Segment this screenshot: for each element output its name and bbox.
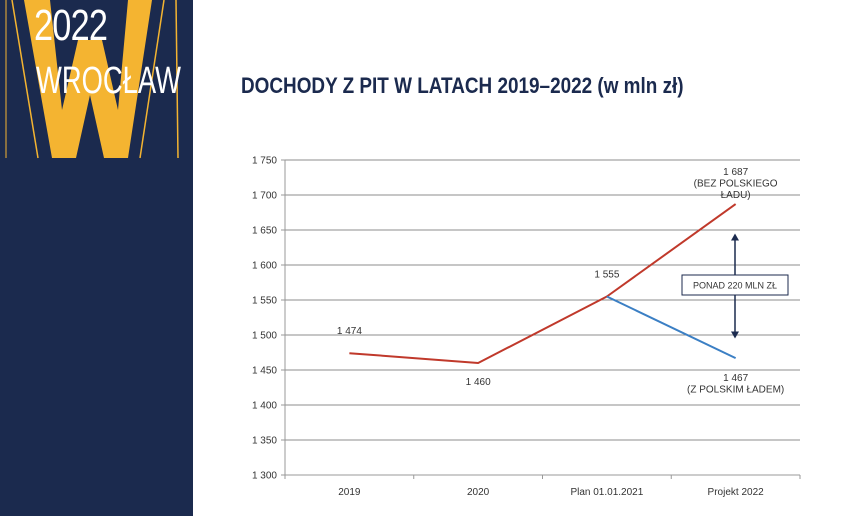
x-tick-label: Plan 01.01.2021 — [570, 487, 643, 498]
y-tick-label: 1 600 — [252, 261, 277, 272]
y-tick-label: 1 300 — [252, 471, 277, 482]
data-label: 1 555 — [594, 270, 619, 281]
logo-mark-letter — [24, 0, 152, 158]
logo-stroke-line — [11, 0, 39, 159]
data-label: 1 687 (BEZ POLSKIEGO ŁADU) — [694, 167, 778, 201]
y-tick-label: 1 450 — [252, 366, 277, 377]
y-tick-label: 1 400 — [252, 401, 277, 412]
x-tick-label: 2020 — [467, 487, 490, 498]
annotation-label: PONAD 220 MLN ZŁ — [693, 281, 777, 291]
slide-title: DOCHODY Z PIT W LATACH 2019–2022 (w mln … — [241, 73, 684, 98]
logo-stroke-line — [175, 0, 179, 159]
y-tick-label: 1 700 — [252, 191, 277, 202]
data-label: 1 460 — [466, 377, 491, 388]
data-label: 1 474 — [337, 326, 362, 337]
y-tick-label: 1 650 — [252, 226, 277, 237]
x-tick-label: 2019 — [338, 487, 361, 498]
branding-sidebar: 2022 WROCŁAW — [0, 0, 193, 516]
series-line — [606, 295, 737, 360]
y-tick-label: 1 550 — [252, 296, 277, 307]
series-line — [349, 203, 737, 364]
logo-year: 2022 — [34, 1, 108, 50]
data-label: 1 467 (Z POLSKIM ŁADEM) — [687, 373, 784, 396]
logo-graphic — [5, 0, 179, 159]
y-tick-label: 1 350 — [252, 436, 277, 447]
annotation-arrowhead-up — [731, 233, 739, 241]
x-tick-label: Projekt 2022 — [708, 487, 765, 498]
logo-city: WROCŁAW — [36, 60, 181, 102]
y-tick-label: 1 500 — [252, 331, 277, 342]
pit-income-line-chart: 1 300 1 350 1 400 1 450 1 500 1 550 1 600 1 650… — [252, 156, 801, 498]
annotation-arrowhead-down — [731, 331, 739, 339]
annotation-box — [681, 274, 789, 296]
logo-stroke-line — [139, 0, 165, 159]
y-tick-label: 1 750 — [252, 156, 277, 167]
